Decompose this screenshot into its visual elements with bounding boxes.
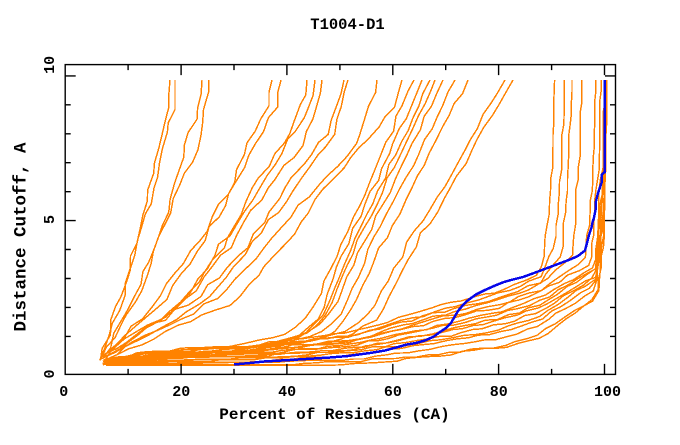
svg-text:10: 10 [42,56,59,74]
svg-text:0: 0 [42,369,59,378]
svg-text:5: 5 [42,215,59,224]
svg-text:Percent of Residues (CA): Percent of Residues (CA) [219,406,449,424]
svg-text:40: 40 [278,384,296,401]
svg-text:Distance Cutoff, A: Distance Cutoff, A [12,142,32,332]
svg-text:20: 20 [172,384,190,401]
svg-text:60: 60 [384,384,402,401]
svg-text:T1004-D1: T1004-D1 [310,16,384,34]
svg-text:0: 0 [59,384,68,401]
svg-text:80: 80 [490,384,508,401]
svg-text:100: 100 [594,384,621,401]
